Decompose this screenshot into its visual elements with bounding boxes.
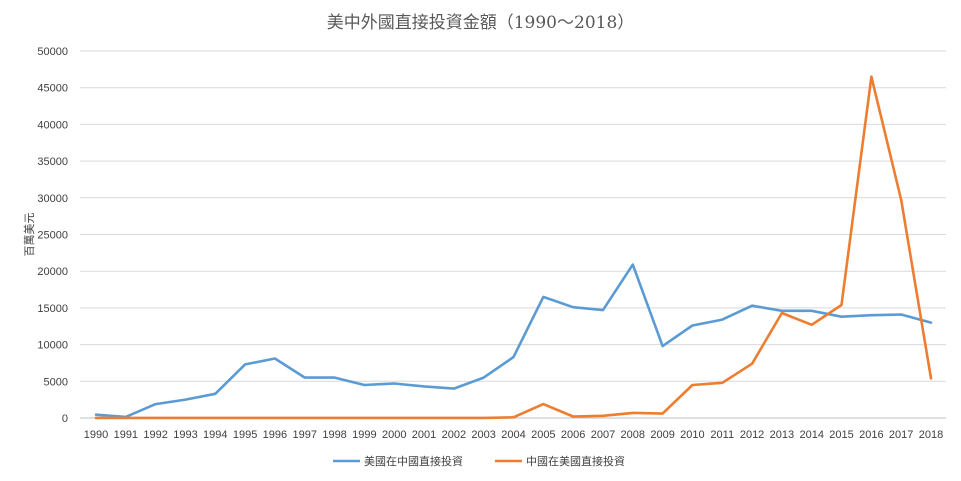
y-tick-label-40000: 40000 [37,119,68,131]
x-tick-label-2000: 2000 [382,429,406,441]
x-tick-label-1999: 1999 [352,429,376,441]
series-line-1 [94,263,933,419]
x-tick-label-1998: 1998 [322,429,346,441]
x-tick-label-2014: 2014 [799,429,823,441]
x-tick-label-2012: 2012 [740,429,764,441]
legend-label-1: 美國在中國直接投資 [364,454,463,468]
x-tick-label-2015: 2015 [829,429,853,441]
y-tick-label-25000: 25000 [37,230,68,242]
x-tick-label-1990: 1990 [84,429,108,441]
x-tick-label-2011: 2011 [710,429,734,441]
x-tick-label-2017: 2017 [889,429,913,441]
x-tick-label-2016: 2016 [859,429,883,441]
x-tick-label-1993: 1993 [173,429,197,441]
x-tick-label-1997: 1997 [293,429,317,441]
x-tick-label-1996: 1996 [263,429,287,441]
x-tick-label-2013: 2013 [770,429,794,441]
series-line-2 [94,75,933,420]
x-tick-label-1994: 1994 [203,429,227,441]
x-tick-label-2018: 2018 [919,429,943,441]
y-tick-label-50000: 50000 [37,46,68,58]
chart-title: 美中外國直接投資金額（1990～2018） [326,13,635,33]
x-tick-label-2010: 2010 [680,429,704,441]
x-tick-label-2009: 2009 [650,429,674,441]
y-tick-label-0: 0 [62,413,68,425]
x-tick-label-2003: 2003 [471,429,495,441]
x-tick-label-2001: 2001 [412,429,436,441]
x-tick-label-2005: 2005 [531,429,555,441]
x-tick-label-2006: 2006 [561,429,585,441]
x-tick-label-2008: 2008 [621,429,645,441]
y-tick-label-10000: 10000 [37,340,68,352]
y-axis-label: 百萬美元 [23,213,36,257]
y-tick-label-5000: 5000 [44,376,68,388]
y-tick-label-20000: 20000 [37,266,68,278]
x-tick-label-1992: 1992 [143,429,167,441]
x-tick-label-2002: 2002 [442,429,466,441]
legend-label-2: 中國在美國直接投資 [526,454,625,468]
x-tick-label-2004: 2004 [501,429,525,441]
y-tick-label-30000: 30000 [37,193,68,205]
x-tick-label-2007: 2007 [591,429,615,441]
y-tick-label-35000: 35000 [37,156,68,168]
x-tick-label-1991: 1991 [114,429,138,441]
y-tick-label-45000: 45000 [37,83,68,95]
x-tick-label-1995: 1995 [233,429,257,441]
y-tick-label-15000: 15000 [37,303,68,315]
